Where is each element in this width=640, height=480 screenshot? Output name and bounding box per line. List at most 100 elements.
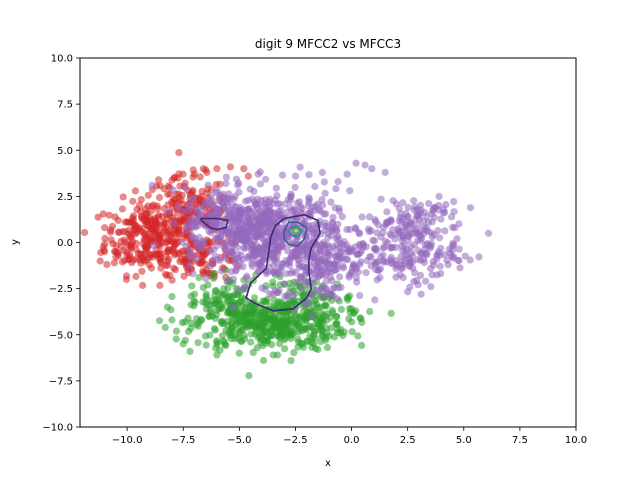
- data-point: [141, 210, 149, 218]
- data-point: [305, 299, 313, 307]
- data-point: [212, 180, 220, 189]
- data-point: [191, 298, 199, 306]
- data-point: [165, 255, 173, 263]
- data-point: [155, 176, 163, 184]
- data-point: [466, 256, 474, 264]
- chart-title: digit 9 MFCC2 vs MFCC3: [255, 37, 401, 51]
- data-point: [334, 220, 342, 228]
- data-point: [103, 260, 111, 269]
- data-point: [336, 329, 344, 337]
- data-point: [302, 316, 310, 324]
- data-point: [250, 236, 258, 244]
- data-point: [278, 314, 286, 323]
- data-point: [141, 217, 149, 225]
- data-point: [322, 277, 330, 285]
- data-point: [135, 201, 144, 209]
- data-point: [310, 207, 318, 215]
- data-point: [296, 163, 304, 171]
- data-point: [436, 234, 444, 242]
- data-point: [305, 194, 313, 202]
- data-point: [251, 330, 259, 338]
- data-point: [227, 268, 235, 276]
- data-point: [129, 197, 137, 205]
- data-point: [246, 185, 254, 193]
- data-point: [220, 285, 228, 293]
- y-tick-label: 5.0: [57, 146, 73, 157]
- data-point: [291, 247, 299, 255]
- data-point: [320, 178, 328, 186]
- data-point: [188, 224, 196, 232]
- data-point: [254, 268, 262, 276]
- data-point: [224, 213, 232, 221]
- data-point: [389, 197, 397, 205]
- data-point: [290, 349, 298, 357]
- data-point: [199, 239, 207, 247]
- data-point: [440, 251, 449, 259]
- data-point: [99, 210, 107, 218]
- data-point: [240, 283, 249, 291]
- data-point: [336, 273, 344, 281]
- data-point: [314, 345, 322, 354]
- series-3: [148, 159, 493, 320]
- data-point: [269, 268, 277, 276]
- data-point: [264, 228, 272, 236]
- data-point: [276, 327, 285, 335]
- data-point: [110, 259, 118, 267]
- data-point: [174, 202, 183, 210]
- data-point: [215, 234, 223, 242]
- data-point: [219, 199, 227, 207]
- data-point: [423, 213, 431, 221]
- data-point: [356, 292, 364, 300]
- data-point: [333, 226, 341, 234]
- data-point: [177, 255, 185, 263]
- data-point: [321, 241, 329, 249]
- data-point: [346, 187, 354, 195]
- data-point: [379, 251, 387, 259]
- data-point: [333, 320, 341, 328]
- data-point: [345, 273, 353, 281]
- data-point: [337, 248, 345, 256]
- data-point: [304, 201, 312, 210]
- data-point: [255, 320, 263, 328]
- data-point: [334, 284, 343, 292]
- data-point: [181, 318, 189, 326]
- data-point: [427, 264, 435, 273]
- data-point: [248, 195, 256, 203]
- data-point: [403, 221, 411, 229]
- y-axis-ticks: −10.0 −7.5 −5.0 −2.5 0.0 2.5 5.0 7.5 10.0: [42, 54, 80, 434]
- data-point: [303, 249, 311, 258]
- data-point: [139, 281, 147, 289]
- data-point: [484, 229, 493, 237]
- data-point: [193, 255, 201, 263]
- data-point: [287, 357, 295, 365]
- data-point: [358, 341, 366, 349]
- data-point: [274, 200, 282, 208]
- data-point: [245, 205, 253, 213]
- data-point: [298, 284, 306, 292]
- data-point: [189, 270, 197, 278]
- data-point: [437, 270, 445, 278]
- data-point: [188, 215, 196, 223]
- data-point: [101, 234, 109, 242]
- data-point: [165, 236, 173, 244]
- data-point: [316, 271, 324, 279]
- data-point: [150, 241, 158, 249]
- series-2: [156, 266, 395, 380]
- data-point: [377, 195, 385, 203]
- contour-line: [200, 217, 229, 231]
- data-point: [435, 192, 443, 200]
- data-point: [128, 219, 136, 227]
- data-point: [229, 206, 237, 214]
- data-point: [252, 314, 260, 322]
- data-point: [155, 193, 164, 202]
- data-point: [131, 187, 139, 195]
- data-point: [371, 296, 379, 304]
- data-point: [309, 238, 317, 247]
- data-point: [256, 180, 264, 188]
- data-point: [379, 257, 387, 265]
- data-point: [262, 327, 270, 335]
- data-point: [156, 281, 164, 289]
- data-point: [141, 229, 149, 237]
- data-point: [237, 337, 245, 345]
- data-point: [305, 171, 313, 179]
